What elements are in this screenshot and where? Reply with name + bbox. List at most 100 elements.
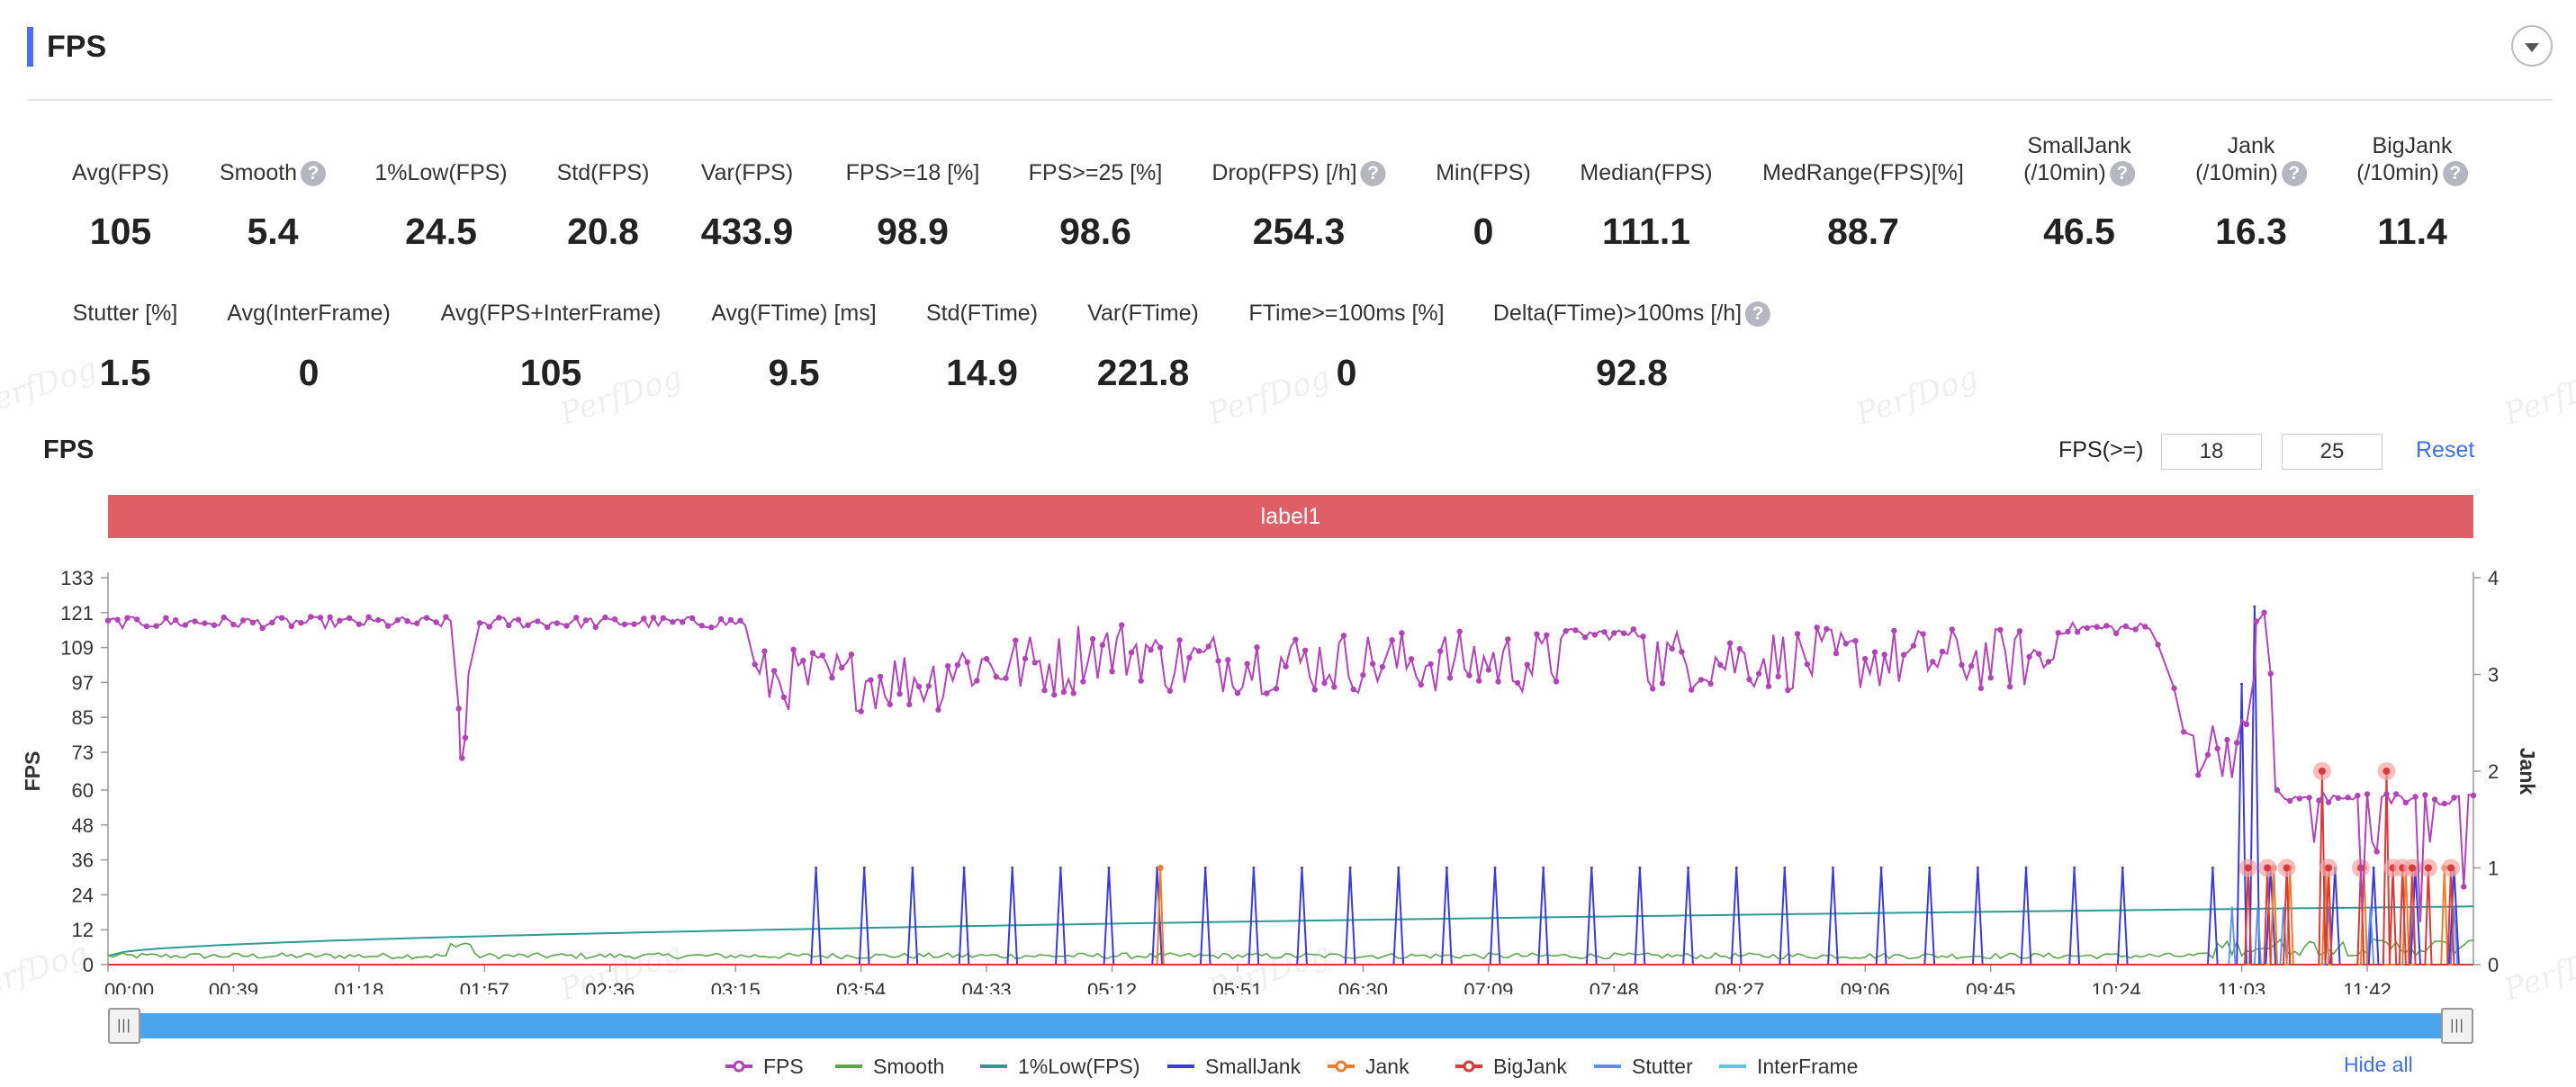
stat-label-text: Std(FTime) — [925, 301, 1039, 326]
fps-point — [1862, 656, 1869, 662]
stat-label-text: Stutter [%] — [72, 301, 178, 326]
fps-point — [2214, 745, 2220, 751]
fps-point — [2412, 794, 2418, 800]
scroll-handle-right[interactable]: ||| — [2441, 1008, 2473, 1044]
stat-value-1-low-fps: 24.5 — [405, 211, 477, 252]
question-circle-icon[interactable]: ? — [301, 161, 327, 187]
smalljank-point — [1542, 867, 1545, 869]
question-circle-icon[interactable]: ? — [1360, 161, 1386, 187]
fps-point — [708, 624, 715, 631]
fps-point — [582, 617, 590, 624]
question-circle-icon[interactable]: ? — [2281, 161, 2307, 187]
stat-label-smooth: Smooth? — [219, 159, 327, 187]
fps-point — [1166, 687, 1174, 695]
y-tick-label: 109 — [60, 637, 94, 660]
label-band[interactable]: label1 — [108, 495, 2473, 538]
collapse-button[interactable] — [2511, 25, 2553, 67]
fps-point — [384, 623, 392, 629]
legend-item-1-low-fps[interactable]: 1%Low(FPS) — [980, 1051, 1139, 1082]
fps-point — [211, 622, 218, 628]
fps-point — [1524, 661, 1531, 668]
fps-point — [2316, 797, 2322, 804]
question-circle-icon[interactable]: ? — [1745, 301, 1771, 328]
fps-point — [414, 620, 420, 626]
fps-point — [1814, 624, 1820, 631]
stat-label-std-ftime: Std(FTime) — [926, 300, 1038, 327]
reset-button[interactable]: Reset — [2416, 437, 2475, 463]
fps-point — [1476, 678, 1482, 684]
fps-point — [1977, 685, 1985, 692]
smalljank-point — [1445, 867, 1448, 869]
fps-point — [462, 734, 469, 741]
hide-all-button[interactable]: Hide all — [2344, 1053, 2413, 1076]
fps-point — [896, 690, 903, 697]
fps-point — [544, 624, 551, 631]
fps-point — [375, 616, 382, 624]
fps-point — [455, 705, 462, 712]
fps-point — [1717, 661, 1724, 668]
fps-point — [433, 619, 439, 625]
fps-point — [737, 617, 743, 624]
fps-point — [1514, 679, 1521, 687]
legend-item-smalljank[interactable]: SmallJank — [1167, 1051, 1301, 1082]
fps-point — [964, 659, 970, 665]
stat-value-bigjank: 11.4 — [2377, 211, 2447, 252]
stat-value-drop-fps-h: 254.3 — [1252, 211, 1346, 252]
smalljank-point — [962, 867, 966, 869]
legend-item-stutter[interactable]: Stutter — [1594, 1051, 1693, 1082]
fps-point — [954, 661, 961, 669]
fps-point — [163, 615, 169, 621]
x-tick-label: 02:36 — [585, 979, 635, 994]
bigjank-point — [2424, 864, 2432, 872]
stat-label-text: Median(FPS) — [1580, 160, 1713, 185]
fps-point — [1466, 672, 1473, 678]
fps-point — [1157, 644, 1164, 651]
legend-item-fps[interactable]: FPS — [725, 1051, 804, 1082]
fps-point — [858, 708, 864, 714]
page-title: FPS — [47, 30, 107, 64]
fps-point — [143, 623, 150, 630]
stat-label-line: SmallJank — [2027, 133, 2131, 158]
stat-label-text: Smooth — [219, 160, 298, 185]
stat-label-text: FPS>=25 [%] — [1028, 160, 1163, 185]
y-tick-label: 48 — [72, 814, 94, 837]
fps-point — [2451, 795, 2457, 801]
fps-point — [1360, 672, 1366, 678]
fps-threshold-input-2[interactable] — [2282, 434, 2382, 470]
fps-point — [1630, 626, 1637, 633]
smalljank-point — [1107, 867, 1111, 869]
stat-value-jank: 16.3 — [2215, 211, 2287, 252]
smalljank-point — [1348, 867, 1352, 869]
legend-item-smooth[interactable]: Smooth — [835, 1051, 944, 1082]
fps-threshold-input-1[interactable] — [2161, 434, 2262, 470]
fps-point — [993, 673, 1000, 680]
x-tick-label: 00:00 — [104, 979, 154, 994]
fps-point — [1930, 659, 1936, 665]
fps-point — [554, 620, 560, 626]
fps-point — [2075, 629, 2081, 635]
fps-point — [1321, 679, 1328, 687]
y-tick-label: 24 — [72, 884, 94, 906]
stat-label-text: 1%Low(FPS) — [374, 160, 508, 185]
legend-swatch-marker — [1463, 1060, 1475, 1073]
fps-point — [945, 663, 951, 669]
legend-item-jank[interactable]: Jank — [1328, 1051, 1410, 1082]
stat-value-stutter: 1.5 — [99, 352, 151, 393]
fps-point — [230, 621, 237, 628]
fps-point — [1726, 640, 1734, 646]
range-scrollbar[interactable] — [108, 1013, 2473, 1038]
fps-point — [1215, 658, 1221, 664]
y-tick-label: 73 — [72, 741, 94, 764]
question-circle-icon[interactable]: ? — [2109, 161, 2135, 187]
fps-point — [240, 617, 247, 624]
fps-point — [2267, 670, 2274, 677]
fps-point — [906, 701, 913, 708]
scroll-handle-left[interactable]: ||| — [108, 1008, 140, 1044]
fps-point — [2422, 792, 2428, 798]
question-circle-icon[interactable]: ? — [2442, 161, 2468, 187]
legend-item-interframe[interactable]: InterFrame — [1719, 1051, 1858, 1082]
fps-point — [1176, 637, 1183, 643]
legend-item-bigjank[interactable]: BigJank — [1455, 1051, 1567, 1082]
fps-point — [2103, 623, 2110, 629]
